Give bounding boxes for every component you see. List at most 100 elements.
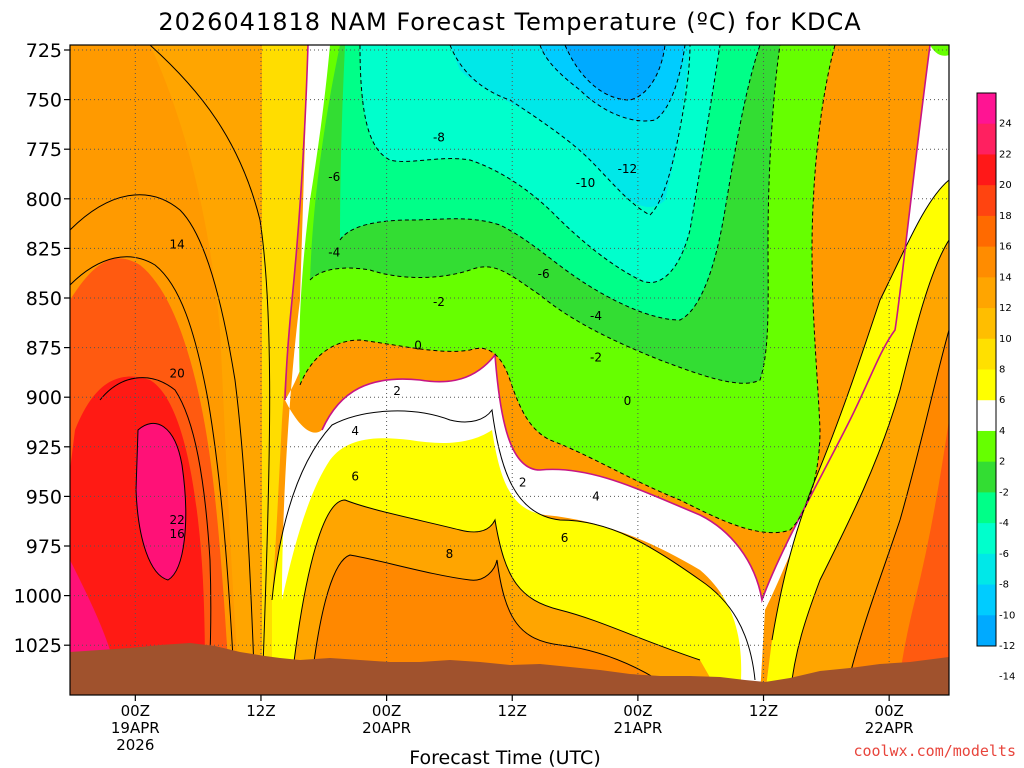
y-tick-label: 1025 xyxy=(14,635,62,657)
contour-line xyxy=(289,499,701,695)
contour-label: 20 xyxy=(170,366,185,380)
x-tick-label: 00Z xyxy=(623,702,652,720)
colorbar-swatch xyxy=(977,154,996,186)
colorbar-label: 24 xyxy=(999,119,1012,130)
y-tick-label: 975 xyxy=(26,536,62,558)
contour-dashed-line xyxy=(339,45,761,321)
contour-label: 16 xyxy=(170,527,185,541)
contour-label: -12 xyxy=(618,162,638,176)
colorbar-label: 12 xyxy=(999,303,1012,314)
colorbar-swatch xyxy=(977,369,996,401)
colorbar-label: 10 xyxy=(999,334,1012,345)
colorbar-swatch xyxy=(977,123,996,155)
colorbar-label: 20 xyxy=(999,180,1012,191)
contour-line xyxy=(789,239,949,695)
contour-label: 0 xyxy=(414,339,422,353)
colorbar-swatch xyxy=(977,400,996,432)
contour-label: -2 xyxy=(590,351,602,365)
y-tick-label: 825 xyxy=(26,238,62,260)
contour-label: -6 xyxy=(538,267,550,281)
y-tick-label: 775 xyxy=(26,139,62,161)
y-tick-label: 800 xyxy=(26,189,62,211)
colorbar-label: 2 xyxy=(999,457,1005,468)
colorbar-swatch xyxy=(977,523,996,555)
colorbar-swatch xyxy=(977,492,996,524)
colorbar-swatch xyxy=(977,430,996,463)
contour-label: 14 xyxy=(170,237,185,251)
contour-line xyxy=(70,256,236,695)
colorbar-label: -12 xyxy=(999,641,1015,652)
chart-title: 2026041818 NAM Forecast Temperature (ºC)… xyxy=(158,8,861,36)
x-tick-label: 19APR xyxy=(111,719,160,737)
x-tick-label: 2026 xyxy=(116,736,154,754)
colorbar-label: -10 xyxy=(999,610,1015,621)
contour-label: 2 xyxy=(393,384,401,398)
colorbar-swatch xyxy=(977,338,996,370)
x-tick-label: 20APR xyxy=(362,719,411,737)
contour-line xyxy=(844,329,949,695)
y-tick-label: 875 xyxy=(26,338,62,360)
x-tick-label: 12Z xyxy=(749,702,778,720)
colorbar-swatch xyxy=(977,584,996,616)
colorbar-label: -8 xyxy=(999,580,1009,591)
colorbar-label: 4 xyxy=(999,426,1005,437)
temperature-fill xyxy=(70,45,949,695)
warm-core-magenta xyxy=(136,423,186,580)
x-axis-title: Forecast Time (UTC) xyxy=(409,747,600,768)
colorbar-label: -2 xyxy=(999,487,1009,498)
gridlines xyxy=(70,45,949,695)
plot-frame xyxy=(69,44,950,696)
contour-zero-line xyxy=(321,45,931,604)
contour-line xyxy=(99,377,212,695)
colorbar-swatch xyxy=(977,277,996,309)
colorbar-label: -4 xyxy=(999,518,1009,529)
x-tick-label: 22APR xyxy=(865,719,914,737)
y-tick-label: 950 xyxy=(26,486,62,508)
contour-dashed-line xyxy=(539,45,686,122)
colorbar-swatch xyxy=(977,308,996,340)
east-warm-red xyxy=(898,420,949,695)
contour-dashed-line xyxy=(449,45,691,216)
contour-line xyxy=(309,554,681,695)
contour-label: -4 xyxy=(590,309,602,323)
colorbar-label: 8 xyxy=(999,365,1005,376)
blue-coldest-core xyxy=(565,45,665,100)
contour-label: -10 xyxy=(576,176,596,190)
x-tick-label: 21APR xyxy=(613,719,662,737)
y-tick-label: 750 xyxy=(26,90,62,112)
contour-dashed-line xyxy=(309,45,781,384)
x-tick-label: 12Z xyxy=(246,702,275,720)
contour-dashed-line xyxy=(564,45,666,101)
orange-deep-surface xyxy=(310,555,680,695)
x-tick-label: 00Z xyxy=(372,702,401,720)
colorbar-swatch xyxy=(977,553,996,586)
colorbar-label: 14 xyxy=(999,272,1012,283)
contour-label: 6 xyxy=(351,470,359,484)
contour-line xyxy=(149,45,271,695)
colorbar-swatch xyxy=(977,93,996,125)
colorbar: 24 22 20 18 16 14 12 10 8 6 4 2 -2 -4 -6 -8 -10 -12 -14 xyxy=(976,92,1015,683)
contour-line xyxy=(771,179,949,641)
contour-label: 2 xyxy=(519,476,527,490)
colorbar-swatch xyxy=(977,615,996,647)
y-tick-label: 850 xyxy=(26,288,62,310)
contour-label: 4 xyxy=(351,424,359,438)
contour-label: 0 xyxy=(624,394,632,408)
x-tick-label: 12Z xyxy=(498,702,527,720)
contour-line xyxy=(271,408,756,681)
contour-line xyxy=(135,422,187,581)
colorbar-swatch xyxy=(977,185,996,217)
colorbar-label: 6 xyxy=(999,395,1005,406)
y-tick-label: 925 xyxy=(26,437,62,459)
credit-text: coolwx.com/modelts xyxy=(853,742,1016,760)
contour-zero-line xyxy=(284,45,309,401)
y-tick-label: 725 xyxy=(26,40,62,62)
contour-label: -8 xyxy=(433,130,445,144)
contour-line xyxy=(70,194,256,695)
colorbar-swatch xyxy=(977,246,996,278)
contour-label: 4 xyxy=(592,489,600,503)
colorbar-label: 16 xyxy=(999,242,1012,253)
contour-label: 8 xyxy=(446,547,454,561)
